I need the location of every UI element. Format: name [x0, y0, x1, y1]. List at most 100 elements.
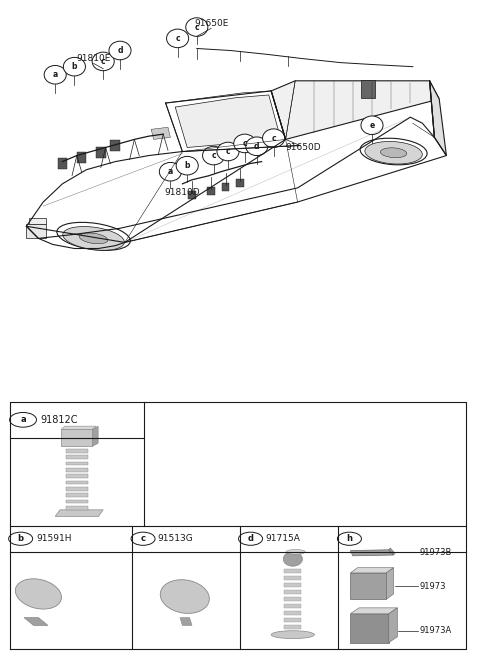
Polygon shape [24, 618, 48, 625]
Polygon shape [180, 618, 192, 625]
Ellipse shape [283, 552, 302, 566]
Text: c: c [271, 133, 276, 143]
Polygon shape [66, 474, 87, 478]
Circle shape [159, 162, 181, 181]
Polygon shape [151, 127, 170, 139]
Polygon shape [389, 548, 395, 555]
Text: b: b [72, 62, 77, 71]
FancyBboxPatch shape [361, 80, 375, 98]
Text: d: d [254, 142, 260, 150]
Polygon shape [66, 455, 87, 459]
Polygon shape [350, 608, 397, 614]
Polygon shape [386, 568, 394, 599]
Polygon shape [66, 449, 87, 453]
Ellipse shape [160, 579, 209, 614]
Text: c: c [101, 57, 106, 66]
Ellipse shape [365, 141, 422, 164]
Text: 91810E: 91810E [76, 54, 111, 62]
FancyBboxPatch shape [207, 187, 215, 194]
Polygon shape [55, 510, 103, 516]
FancyBboxPatch shape [26, 224, 46, 238]
Polygon shape [92, 426, 98, 446]
Circle shape [176, 156, 198, 175]
Text: 91973A: 91973A [420, 627, 452, 635]
Circle shape [246, 137, 268, 156]
Polygon shape [66, 506, 87, 510]
Text: d: d [117, 46, 123, 55]
Text: 91973: 91973 [420, 581, 446, 591]
Polygon shape [284, 618, 301, 622]
Circle shape [131, 532, 155, 545]
Text: 91715A: 91715A [265, 534, 300, 543]
Text: d: d [248, 534, 253, 543]
Circle shape [337, 532, 361, 545]
Polygon shape [271, 81, 439, 139]
Circle shape [167, 29, 189, 48]
Ellipse shape [63, 227, 124, 250]
Circle shape [10, 413, 36, 427]
Polygon shape [66, 481, 87, 484]
Text: 91810D: 91810D [165, 188, 200, 197]
Text: 91812C: 91812C [41, 415, 78, 425]
Text: c: c [141, 534, 145, 543]
Text: b: b [184, 161, 190, 170]
Polygon shape [284, 590, 301, 595]
Circle shape [263, 129, 285, 147]
FancyBboxPatch shape [96, 147, 106, 158]
Text: 91973B: 91973B [420, 548, 452, 557]
Circle shape [186, 18, 208, 36]
Polygon shape [350, 568, 394, 573]
Ellipse shape [271, 631, 314, 639]
Polygon shape [389, 608, 397, 643]
Text: 91513G: 91513G [157, 534, 193, 543]
Polygon shape [430, 81, 446, 156]
Polygon shape [175, 95, 281, 147]
FancyBboxPatch shape [29, 218, 46, 224]
Polygon shape [284, 625, 301, 629]
Circle shape [9, 532, 33, 545]
Polygon shape [284, 569, 301, 574]
Polygon shape [66, 493, 87, 497]
Circle shape [92, 52, 114, 71]
Circle shape [44, 66, 66, 84]
Text: c: c [226, 147, 230, 156]
Text: 91650D: 91650D [286, 143, 321, 152]
FancyBboxPatch shape [188, 191, 196, 199]
Polygon shape [66, 487, 87, 491]
Circle shape [361, 116, 383, 135]
Polygon shape [66, 468, 87, 472]
FancyBboxPatch shape [110, 140, 120, 151]
Polygon shape [284, 611, 301, 616]
Text: h: h [347, 534, 352, 543]
Polygon shape [284, 597, 301, 601]
Polygon shape [284, 576, 301, 580]
Ellipse shape [15, 579, 61, 609]
Circle shape [217, 142, 239, 161]
Ellipse shape [286, 549, 305, 555]
Ellipse shape [381, 148, 407, 158]
Polygon shape [61, 426, 96, 429]
Polygon shape [350, 614, 389, 643]
Circle shape [239, 532, 263, 545]
Polygon shape [284, 604, 301, 608]
Circle shape [234, 134, 256, 152]
Polygon shape [66, 500, 87, 503]
Text: a: a [53, 70, 58, 79]
Polygon shape [61, 429, 92, 446]
Text: a: a [20, 415, 26, 424]
Text: 91650E: 91650E [194, 19, 228, 28]
Text: 91591H: 91591H [36, 534, 72, 543]
Circle shape [203, 147, 225, 165]
FancyBboxPatch shape [222, 183, 229, 191]
Polygon shape [284, 583, 301, 587]
Text: c: c [175, 34, 180, 43]
Circle shape [63, 57, 85, 76]
Polygon shape [350, 573, 386, 599]
FancyBboxPatch shape [236, 179, 244, 187]
Text: e: e [370, 121, 374, 129]
Polygon shape [66, 462, 87, 465]
Circle shape [109, 41, 131, 60]
Polygon shape [350, 550, 394, 556]
Text: a: a [168, 168, 173, 176]
FancyBboxPatch shape [77, 152, 86, 163]
